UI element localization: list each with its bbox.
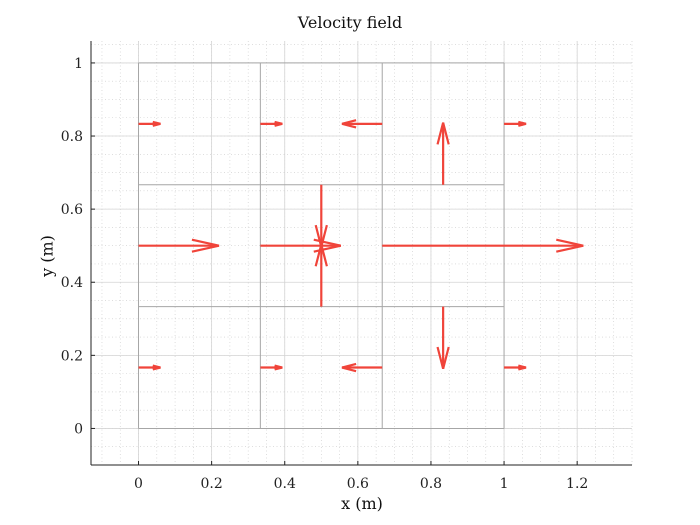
velocity-arrow — [138, 238, 220, 253]
y-tick-label: 0.8 — [61, 129, 83, 145]
velocity-arrow — [341, 362, 383, 373]
arrow-head — [556, 238, 584, 253]
arrow-head — [518, 120, 527, 127]
x-tick-label: 0 — [134, 476, 143, 492]
velocity-arrow — [504, 364, 527, 371]
arrow-head — [152, 120, 161, 127]
velocity-arrow — [436, 122, 450, 185]
x-tick-label: 1.2 — [566, 476, 588, 492]
y-tick-label: 0.2 — [61, 348, 83, 364]
x-tick-label: 0.4 — [274, 476, 296, 492]
velocity-arrows — [138, 119, 584, 373]
velocity-arrow — [260, 120, 283, 127]
axes — [90, 41, 632, 466]
y-tick-label: 0 — [74, 421, 83, 437]
arrow-head — [274, 364, 283, 371]
velocity-arrow — [314, 244, 328, 307]
velocity-arrow — [138, 120, 161, 127]
velocity-arrow — [260, 238, 342, 253]
velocity-arrow — [260, 364, 283, 371]
arrow-head — [518, 364, 527, 371]
arrow-head — [191, 238, 220, 253]
arrow-head — [436, 346, 450, 370]
velocity-arrow — [314, 184, 328, 248]
velocity-arrow — [504, 120, 527, 127]
x-tick-label: 0.8 — [420, 476, 442, 492]
chart-title: Velocity field — [297, 13, 403, 32]
arrow-head — [436, 122, 450, 145]
arrow-head — [341, 362, 357, 373]
x-tick-label: 0.6 — [347, 476, 369, 492]
velocity-arrow — [382, 238, 584, 253]
grid-lines — [91, 41, 633, 466]
y-axis-label: y (m) — [37, 235, 57, 277]
y-tick-label: 0.6 — [61, 202, 83, 218]
arrow-head — [274, 120, 283, 127]
x-tick-label: 1 — [500, 476, 509, 492]
x-axis-label: x (m) — [341, 494, 383, 513]
arrow-head — [341, 119, 357, 129]
y-tick-label: 1 — [74, 56, 83, 72]
x-tick-label: 0.2 — [200, 476, 222, 492]
velocity-arrow — [341, 119, 383, 129]
arrow-head — [152, 364, 161, 371]
arrow-head — [314, 244, 328, 267]
velocity-arrow — [138, 364, 161, 371]
tick-labels: 0 0.2 0.4 0.6 0.8 1 1.2 0 0.2 0.4 0.6 0.8 1 — [61, 56, 589, 492]
velocity-arrow — [436, 306, 450, 370]
y-tick-label: 0.4 — [61, 275, 83, 291]
